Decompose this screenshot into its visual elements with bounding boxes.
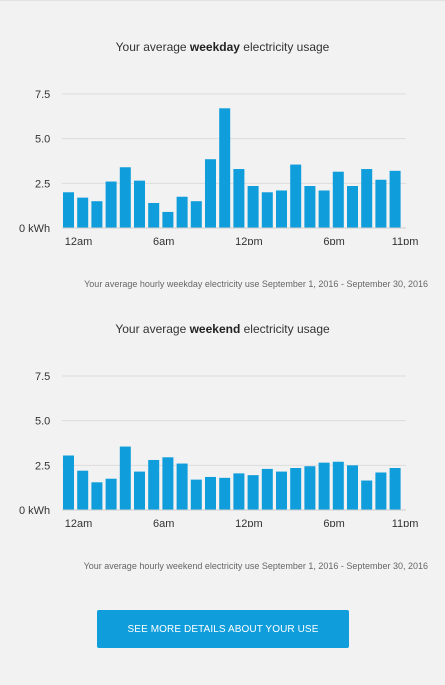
weekend-bar [389, 468, 401, 510]
weekend-bar [190, 479, 202, 510]
weekend-bar [91, 482, 103, 510]
weekend-bar [332, 461, 344, 510]
weekend-bar [347, 465, 358, 510]
weekend-bar [219, 477, 231, 510]
weekday-bar [276, 190, 287, 228]
weekend-bar [261, 468, 273, 510]
weekday-title-suffix: electricity usage [239, 40, 330, 54]
weekday-ytick-label: 5.0 [35, 134, 50, 146]
weekend-ytick-label: 2.5 [35, 460, 50, 472]
weekend-bar [247, 475, 259, 510]
weekday-title-bold: weekday [189, 40, 240, 54]
weekday-chart-title: Your average weekday electricity usage [0, 40, 445, 54]
weekend-ytick-label: 5.0 [35, 416, 50, 428]
weekend-bar [63, 455, 74, 510]
weekend-ytick-label: 7.5 [35, 371, 50, 383]
weekday-bar [134, 180, 145, 228]
weekday-caption: Your average hourly weekday electricity … [84, 279, 428, 289]
weekday-bar [162, 211, 174, 228]
weekend-bar [205, 476, 216, 510]
weekday-bar [361, 169, 373, 228]
weekday-xtick-label: 11pm [392, 236, 419, 245]
weekday-ytick-label: 0 kWh [19, 223, 50, 235]
weekend-bar [119, 446, 131, 510]
weekday-bar [332, 171, 344, 228]
weekend-title-prefix: Your average [115, 322, 190, 336]
weekday-xtick-label: 6am [153, 236, 174, 245]
weekend-bar [162, 457, 174, 510]
weekend-xtick-label: 12pm [235, 518, 263, 527]
weekend-xtick-label: 12am [65, 518, 93, 527]
weekend-bar-chart: 0 kWh 2.5 5.0 7.5 12am 6am 12pm 6pm 11pm [19, 371, 419, 527]
weekend-bar [176, 463, 188, 510]
weekday-xtick-label: 6pm [323, 236, 344, 245]
weekday-bar [176, 196, 188, 228]
weekday-bar [105, 181, 117, 228]
weekend-bar [276, 471, 287, 510]
weekday-bar [91, 201, 103, 228]
top-divider [0, 0, 445, 1]
weekend-title-suffix: electricity usage [240, 322, 330, 336]
weekday-bar [318, 190, 330, 228]
weekday-bar [233, 169, 245, 228]
weekday-bar [389, 170, 401, 228]
weekday-xtick-label: 12pm [235, 236, 263, 245]
weekday-ytick-label: 2.5 [35, 178, 50, 190]
weekend-xtick-label: 11pm [392, 518, 419, 527]
weekend-bar [105, 478, 117, 510]
weekend-caption: Your average hourly weekend electricity … [83, 561, 428, 571]
weekday-bar [247, 186, 259, 228]
weekend-bar [77, 470, 89, 510]
weekday-title-prefix: Your average [115, 40, 190, 54]
weekend-bar [318, 462, 330, 510]
weekday-xtick-label: 12am [65, 236, 93, 245]
weekday-bar [347, 186, 358, 228]
weekend-bar [233, 473, 245, 510]
weekend-bar [361, 480, 373, 510]
weekend-bar [375, 472, 387, 510]
weekday-bar-chart: 0 kWh 2.5 5.0 7.5 12am 6am 12pm 6pm 11pm [19, 89, 419, 245]
weekend-ytick-label: 0 kWh [19, 505, 50, 517]
weekend-title-bold: weekend [189, 322, 241, 336]
weekday-bar [148, 202, 160, 228]
weekday-bar [77, 197, 89, 228]
weekday-bar [304, 186, 316, 228]
weekend-bar [304, 466, 316, 510]
weekday-bar [261, 192, 273, 228]
weekend-xtick-label: 6pm [323, 518, 344, 527]
weekday-ytick-label: 7.5 [35, 89, 50, 101]
weekend-xtick-label: 6am [153, 518, 174, 527]
weekend-bar [148, 459, 160, 510]
see-more-details-button[interactable]: SEE MORE DETAILS ABOUT YOUR USE [97, 610, 349, 648]
weekday-bar [290, 164, 302, 228]
weekday-bar [205, 159, 216, 228]
weekday-bar [375, 179, 387, 228]
weekday-bar [219, 108, 231, 228]
weekday-bar [119, 167, 131, 228]
weekend-bar [290, 468, 302, 510]
weekday-bar [190, 201, 202, 228]
weekday-bar [63, 192, 74, 228]
weekend-chart-title: Your average weekend electricity usage [0, 322, 445, 336]
weekend-bar [134, 471, 145, 510]
